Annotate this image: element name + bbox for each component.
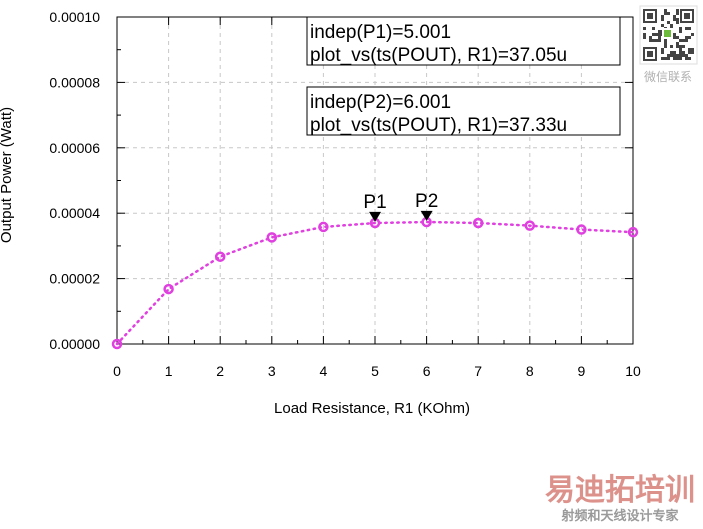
- data-point: [524, 220, 536, 231]
- x-axis-label: Load Resistance, R1 (KOhm): [274, 400, 470, 417]
- annotation-box-p2: indep(P2)=6.001 plot_vs(ts(POUT), R1)=37…: [306, 86, 621, 136]
- annotation-p1-line1: indep(P1)=5.001: [310, 22, 451, 43]
- annotation-box-p1: indep(P1)=5.001 plot_vs(ts(POUT), R1)=37…: [306, 16, 621, 66]
- marker-label: P1: [363, 192, 386, 213]
- y-tick-label: 0.00006: [49, 140, 100, 156]
- series-points: [111, 216, 639, 350]
- series-line: [115, 220, 635, 346]
- data-point: [111, 338, 123, 350]
- x-tick-label: 4: [320, 363, 328, 379]
- x-tick-label: 1: [165, 363, 173, 379]
- data-point: [266, 232, 278, 243]
- brand-watermark: 易迪拓培训: [545, 473, 695, 508]
- marker-label: P2: [415, 191, 438, 212]
- qr-code-image: [639, 5, 698, 65]
- y-axis-label: Output Power (Watt): [0, 107, 15, 243]
- x-tick-label: 6: [423, 363, 431, 379]
- data-point: [627, 226, 639, 238]
- brand-slogan: 射频和天线设计专家: [560, 508, 679, 524]
- x-tick-label: 7: [474, 363, 482, 379]
- x-tick-label: 8: [526, 363, 534, 379]
- y-tick-label: 0.00000: [49, 336, 100, 352]
- y-tick-label: 0.00008: [49, 74, 100, 90]
- markers: P1 P2: [363, 191, 438, 222]
- y-tick-label: 0.00002: [49, 271, 100, 287]
- data-point: [163, 283, 174, 295]
- data-point: [472, 217, 484, 229]
- y-tick-label: 0.00004: [49, 205, 100, 221]
- axis-ticks: [116, 16, 634, 345]
- data-point: [576, 224, 587, 235]
- annotation-p2-line1: indep(P2)=6.001: [310, 92, 451, 113]
- x-tick-label: 0: [113, 363, 121, 379]
- x-tick-label: 5: [371, 363, 379, 379]
- x-tick-label: 3: [268, 363, 276, 379]
- x-tick-label: 9: [578, 363, 586, 379]
- data-point: [214, 251, 226, 262]
- grid: [117, 17, 633, 344]
- x-tick-label: 10: [625, 363, 641, 379]
- annotation-p1-line2: plot_vs(ts(POUT), R1)=37.05u: [310, 45, 567, 66]
- x-tick-label: 2: [216, 363, 224, 379]
- annotation-p2-line2: plot_vs(ts(POUT), R1)=37.33u: [310, 115, 567, 136]
- marker-triangle-icon: [369, 211, 382, 222]
- data-point: [318, 221, 329, 233]
- y-tick-label: 0.00010: [49, 9, 100, 25]
- qr-caption: 微信联系: [644, 70, 692, 84]
- y-tick-labels: 0.00000 0.00002 0.00004 0.00006 0.00008 0.000…: [49, 9, 100, 352]
- x-tick-labels: 0 1 2 3 4 5 6 7 8 9 10: [113, 363, 641, 379]
- marker-triangle-icon: [420, 210, 433, 221]
